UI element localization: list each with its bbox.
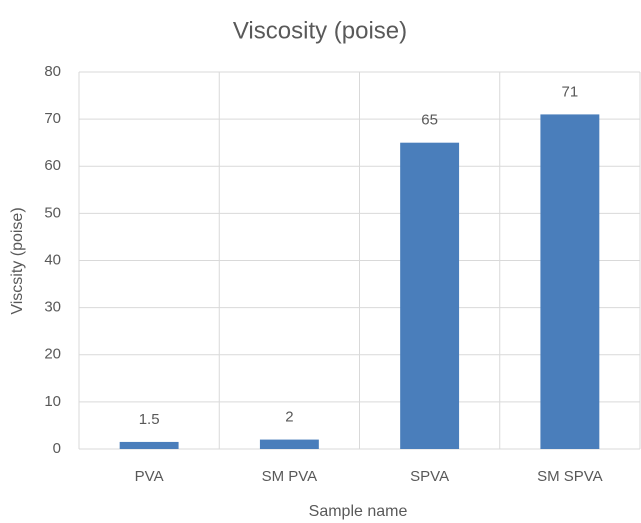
y-tick-label: 60 [44, 157, 61, 174]
y-tick-label: 0 [53, 440, 61, 457]
bar [400, 142, 460, 449]
x-tick-label: SPVA [410, 468, 449, 485]
data-label: 2 [285, 409, 293, 426]
y-tick-label: 10 [44, 393, 61, 410]
x-tick-label: SM PVA [262, 468, 318, 485]
y-tick-label: 50 [44, 204, 61, 221]
y-tick-label: 40 [44, 251, 61, 268]
data-label: 65 [421, 112, 438, 129]
x-tick-label: PVA [135, 468, 164, 485]
y-tick-label: 20 [44, 346, 61, 363]
x-tick-label: SM SPVA [537, 468, 603, 485]
y-tick-label: 70 [44, 110, 61, 127]
bar [540, 114, 600, 449]
data-label: 1.5 [139, 411, 160, 428]
data-label: 71 [562, 83, 579, 100]
x-axis-title: Sample name [309, 503, 408, 520]
y-tick-label: 30 [44, 299, 61, 316]
bar [259, 439, 319, 449]
y-axis-title: Viscsity (poise) [9, 207, 26, 314]
y-tick-label: 80 [44, 63, 61, 80]
chart-title: Viscosity (poise) [233, 17, 407, 44]
bar [119, 441, 179, 449]
